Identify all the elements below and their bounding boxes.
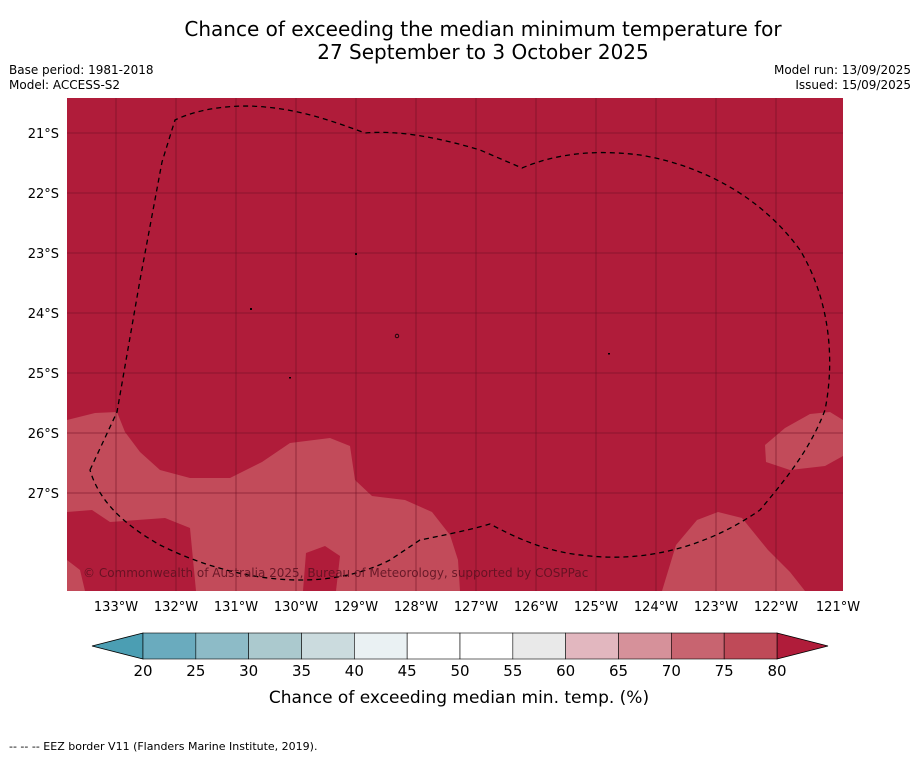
colorbar-tick-label: 20 (133, 662, 152, 680)
longitude-gridlines (115, 98, 777, 591)
colorbar-tick-label: 30 (239, 662, 258, 680)
map-area: © Commonwealth of Australia 2025, Bureau… (67, 98, 843, 591)
lon-label: 127°W (454, 600, 498, 615)
colorbar-under-arrow (91, 632, 144, 660)
colorbar-cell (195, 632, 249, 660)
probability-hole-small (303, 546, 340, 591)
lon-label: 130°W (274, 600, 318, 615)
probability-region-bottom-right (662, 512, 805, 591)
colorbar-cell (723, 632, 778, 660)
colorbar-cell (406, 632, 461, 660)
lon-label: 133°W (94, 600, 138, 615)
eez-footnote: -- -- -- EEZ border V11 (Flanders Marine… (9, 740, 318, 753)
colorbar-tick-label: 25 (186, 662, 205, 680)
lat-label: 25°S (28, 367, 59, 382)
colorbar-ticks: 20 25 30 35 40 45 50 55 60 65 70 75 80 (133, 662, 786, 680)
colorbar-cell (618, 632, 672, 660)
colorbar-tick-label: 65 (609, 662, 628, 680)
lon-label: 122°W (754, 600, 798, 615)
probability-hole-left (67, 510, 196, 591)
lon-label: 124°W (634, 600, 678, 615)
colorbar-cell (671, 632, 725, 660)
small-islands (250, 253, 610, 379)
lon-label: 123°W (694, 600, 738, 615)
run-info: Model run: 13/09/2025 Issued: 15/09/2025 (774, 63, 911, 93)
lat-label: 26°S (28, 427, 59, 442)
lon-label: 132°W (154, 600, 198, 615)
colorbar-cell (354, 632, 408, 660)
copyright-notice: © Commonwealth of Australia 2025, Bureau… (83, 566, 588, 580)
issued-date: Issued: 15/09/2025 (795, 78, 911, 92)
lat-label: 24°S (28, 307, 59, 322)
probability-region-right (765, 412, 843, 470)
colorbar-cell (301, 632, 355, 660)
colorbar-tick-label: 40 (345, 662, 364, 680)
colorbar-cell (512, 632, 566, 660)
title-line-1: Chance of exceeding the median minimum t… (184, 17, 782, 41)
colorbar-cell (142, 632, 197, 660)
colorbar-tick-label: 35 (292, 662, 311, 680)
colorbar-cell (459, 632, 514, 660)
map-title: Chance of exceeding the median minimum t… (0, 18, 919, 64)
colorbar: 20 25 30 35 40 45 50 55 60 65 70 75 80 Chance of exc… (91, 632, 829, 708)
colorbar-over-arrow (776, 632, 829, 660)
lon-label: 126°W (514, 600, 558, 615)
colorbar-tick-label: 70 (662, 662, 681, 680)
colorbar-tick-label: 55 (503, 662, 522, 680)
lon-label: 121°W (816, 600, 860, 615)
model-info: Base period: 1981-2018 Model: ACCESS-S2 (9, 63, 154, 93)
latitude-gridlines (67, 132, 843, 494)
eez-border (89, 105, 831, 581)
colorbar-tick-label: 80 (767, 662, 786, 680)
lon-label: 131°W (214, 600, 258, 615)
colorbar-tick-label: 60 (556, 662, 575, 680)
lat-label: 27°S (28, 487, 59, 502)
colorbar-tick-label: 45 (398, 662, 417, 680)
lon-label: 125°W (574, 600, 618, 615)
lon-label: 129°W (334, 600, 378, 615)
latitude-labels: 21°S 22°S 23°S 24°S 25°S 26°S 27°S (28, 127, 59, 502)
colorbar-tick-label: 50 (450, 662, 469, 680)
lon-label: 128°W (394, 600, 438, 615)
model-run-date: Model run: 13/09/2025 (773, 63, 911, 77)
longitude-labels: 133°W 132°W 131°W 130°W 129°W 128°W 127°… (94, 600, 860, 615)
base-period: Base period: 1981-2018 (9, 63, 154, 77)
lat-label: 23°S (28, 247, 59, 262)
probability-patch-center (385, 540, 438, 591)
forecast-map: © Commonwealth of Australia 2025, Bureau… (28, 98, 860, 708)
lat-label: 21°S (28, 127, 59, 142)
colorbar-label: Chance of exceeding median min. temp. (%… (269, 688, 649, 708)
colorbar-cell (248, 632, 302, 660)
title-line-2: 27 September to 3 October 2025 (317, 40, 649, 64)
colorbar-tick-label: 75 (715, 662, 734, 680)
colorbar-cell (565, 632, 619, 660)
model-name: Model: ACCESS-S2 (9, 78, 121, 92)
colorbar-cells (142, 632, 778, 660)
lat-label: 22°S (28, 187, 59, 202)
